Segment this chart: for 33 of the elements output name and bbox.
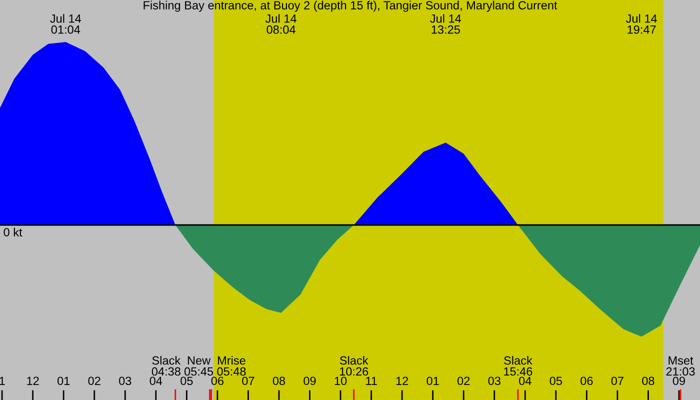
x2-tick-label: Jul 14 01:04 [50, 14, 82, 34]
x-tick-label: 02 [88, 376, 100, 386]
x-tick-label: 04 [519, 376, 532, 386]
x-tick-label: 09 [672, 376, 685, 386]
x-tick-label: 03 [488, 376, 500, 386]
x-tick-label: 06 [580, 376, 593, 386]
ref-line-label: Slack 10:26 [340, 356, 368, 376]
annotation: 0 kt [4, 228, 22, 236]
x-tick-label: 01 [57, 376, 70, 386]
x-tick-label: 07 [242, 376, 254, 386]
x-tick-label: 12 [396, 376, 408, 385]
x-tick-label: 01 [426, 376, 439, 386]
x-tick-label: 1 [0, 376, 5, 385]
x-tick-label: 08 [272, 376, 286, 386]
x-tick-label: 05 [180, 376, 193, 386]
x-tick-label: 05 [550, 376, 562, 386]
x2-tick-label: Jul 14 08:04 [265, 14, 296, 34]
x-tick-label: 10 [334, 376, 347, 386]
x2-tick-label: Jul 14 13:25 [430, 14, 462, 34]
ref-line-label: Mrise 05:48 [217, 356, 246, 376]
x2-tick-label: Jul 14 19:47 [626, 14, 657, 34]
ref-line-label: Mset 21:03 [666, 356, 695, 376]
x-tick-label: 07 [611, 376, 624, 386]
x-tick-label: 08 [642, 376, 654, 386]
x-tick-label: 02 [457, 376, 470, 386]
x-tick-label: 09 [304, 376, 316, 386]
x-tick-label: 12 [27, 376, 39, 385]
ref-line-label: Slack 04:38 [152, 356, 181, 376]
x-tick-label: 11 [366, 376, 377, 385]
ref-line-label: New 05:45 [184, 356, 214, 376]
x-tick-label: 03 [119, 376, 132, 386]
x-tick-label: 04 [150, 376, 162, 386]
ref-line-label: Slack 15:46 [504, 356, 532, 376]
